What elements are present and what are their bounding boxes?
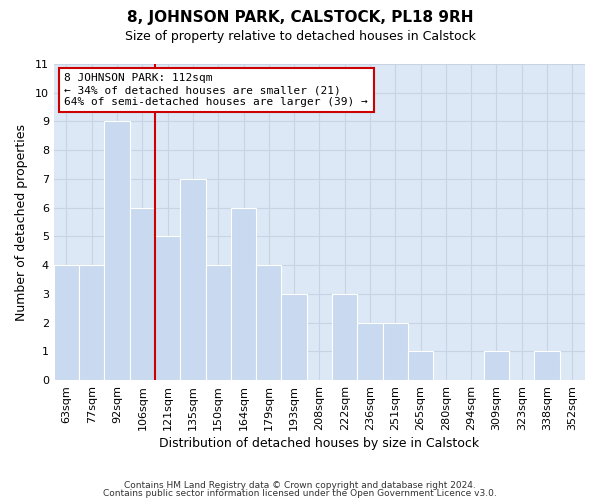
Bar bbox=[231, 208, 256, 380]
Bar bbox=[256, 265, 281, 380]
Y-axis label: Number of detached properties: Number of detached properties bbox=[15, 124, 28, 320]
Text: Contains public sector information licensed under the Open Government Licence v3: Contains public sector information licen… bbox=[103, 488, 497, 498]
Bar bbox=[484, 352, 509, 380]
Bar bbox=[180, 179, 206, 380]
Bar bbox=[79, 265, 104, 380]
Text: 8, JOHNSON PARK, CALSTOCK, PL18 9RH: 8, JOHNSON PARK, CALSTOCK, PL18 9RH bbox=[127, 10, 473, 25]
Text: Contains HM Land Registry data © Crown copyright and database right 2024.: Contains HM Land Registry data © Crown c… bbox=[124, 481, 476, 490]
Bar bbox=[130, 208, 155, 380]
Bar bbox=[408, 352, 433, 380]
Bar bbox=[206, 265, 231, 380]
Bar bbox=[383, 322, 408, 380]
Bar bbox=[281, 294, 307, 380]
Bar bbox=[535, 352, 560, 380]
Bar bbox=[332, 294, 358, 380]
Bar bbox=[155, 236, 180, 380]
Bar bbox=[54, 265, 79, 380]
Text: Size of property relative to detached houses in Calstock: Size of property relative to detached ho… bbox=[125, 30, 475, 43]
Bar bbox=[358, 322, 383, 380]
Text: 8 JOHNSON PARK: 112sqm
← 34% of detached houses are smaller (21)
64% of semi-det: 8 JOHNSON PARK: 112sqm ← 34% of detached… bbox=[64, 74, 368, 106]
X-axis label: Distribution of detached houses by size in Calstock: Distribution of detached houses by size … bbox=[160, 437, 479, 450]
Bar bbox=[104, 122, 130, 380]
